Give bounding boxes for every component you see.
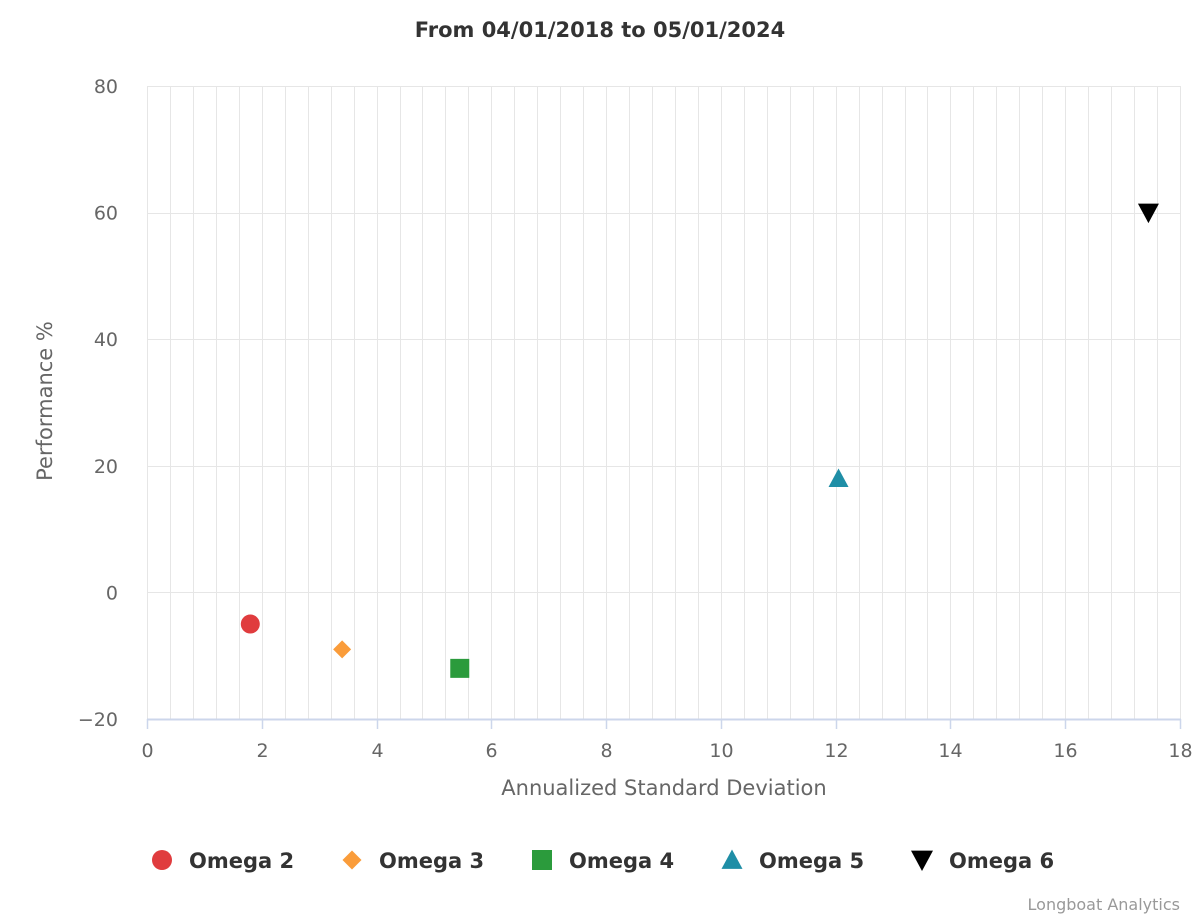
x-tick-label: 12	[824, 740, 848, 762]
x-tick-label: 14	[938, 740, 962, 762]
y-axis-title: Performance %	[33, 321, 57, 481]
y-tick-label: 20	[94, 456, 118, 478]
y-tick-label: −20	[78, 709, 118, 731]
legend-item-omega-2[interactable]: Omega 2	[152, 849, 294, 873]
y-tick-label: 40	[94, 329, 118, 351]
point-omega-4	[450, 658, 470, 678]
legend-label-omega-2: Omega 2	[189, 849, 294, 873]
legend-marker-omega-4	[532, 850, 552, 870]
legend-item-omega-3[interactable]: Omega 3	[342, 849, 485, 873]
grid	[147, 86, 1181, 719]
x-axis-title: Annualized Standard Deviation	[501, 776, 826, 800]
legend-item-omega-6[interactable]: Omega 6	[911, 849, 1054, 873]
legend-label-omega-5: Omega 5	[759, 849, 864, 873]
y-tick-label: 60	[94, 203, 118, 225]
x-tick-label: 18	[1168, 740, 1192, 762]
legend-marker-omega-2	[152, 850, 172, 870]
point-omega-3	[333, 640, 352, 659]
legend-marker-omega-3	[342, 850, 362, 870]
chart-credit[interactable]: Longboat Analytics	[1028, 895, 1180, 914]
axes	[146, 718, 1182, 729]
legend[interactable]: Omega 2 Omega 3 Omega 4 Omega 5 Omega 6	[152, 849, 1054, 873]
legend-label-omega-6: Omega 6	[949, 849, 1054, 873]
legend-item-omega-4[interactable]: Omega 4	[532, 849, 674, 873]
point-omega-6	[1137, 203, 1159, 224]
x-tick-label: 2	[256, 740, 268, 762]
chart-title: From 04/01/2018 to 05/01/2024	[415, 18, 786, 42]
legend-marker-omega-6	[911, 850, 933, 871]
x-tick-label: 6	[485, 740, 497, 762]
legend-label-omega-3: Omega 3	[379, 849, 484, 873]
x-tick-label: 10	[709, 740, 733, 762]
legend-label-omega-4: Omega 4	[569, 849, 674, 873]
x-tick-label: 0	[141, 740, 153, 762]
legend-item-omega-5[interactable]: Omega 5	[721, 849, 865, 873]
legend-marker-omega-5	[721, 849, 743, 869]
y-tick-label: 0	[106, 582, 118, 604]
point-omega-2	[240, 614, 260, 634]
data-points	[240, 203, 1159, 678]
x-tick-label: 16	[1053, 740, 1077, 762]
tick-labels: 0 2 4 6 8 10 12 14 16 18 −20 0 20 40 60 80	[78, 76, 1193, 762]
x-tick-label: 8	[600, 740, 612, 762]
x-tick-label: 4	[371, 740, 383, 762]
point-omega-5	[828, 468, 849, 487]
y-tick-label: 80	[94, 76, 118, 98]
